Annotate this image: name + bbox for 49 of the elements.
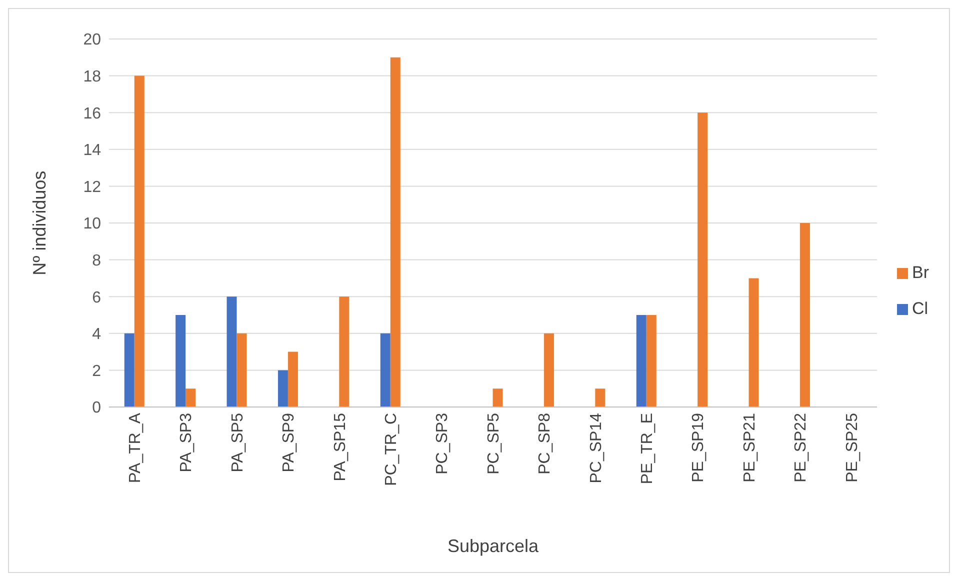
x-tick-label: PA_SP5 <box>229 412 246 472</box>
x-tick-label: PC_SP8 <box>536 412 554 474</box>
x-tick-label: PC_TR_C <box>382 413 400 486</box>
x-tick-label: PE_SP19 <box>690 412 708 482</box>
x-tick-label: PE_TR_E <box>638 413 656 484</box>
bar <box>646 315 656 407</box>
legend-label: Br <box>912 262 929 282</box>
x-tick-label: PA_SP3 <box>178 412 196 472</box>
bar <box>288 352 298 407</box>
bar <box>636 315 646 407</box>
y-tick-label: 20 <box>83 32 102 49</box>
bar <box>698 112 708 407</box>
x-tick-label: PA_SP9 <box>280 412 298 472</box>
y-tick-label: 18 <box>83 68 102 86</box>
bar <box>595 388 606 407</box>
bar <box>124 333 134 407</box>
bar <box>134 76 144 407</box>
y-axis-title: Nº individuos <box>29 170 50 276</box>
x-axis-title: Subparcela <box>447 536 540 556</box>
bar <box>186 388 196 407</box>
bar <box>492 388 503 407</box>
x-tick-label: PC_SP14 <box>588 412 605 484</box>
bar <box>390 57 400 407</box>
x-tick-label: PE_SP25 <box>844 412 861 482</box>
y-tick-label: 8 <box>92 252 102 270</box>
x-tick-label: PA_TR_A <box>126 412 144 483</box>
y-tick-label: 16 <box>83 105 102 122</box>
x-tick-label: PE_SP21 <box>741 412 758 482</box>
bar <box>236 333 247 407</box>
y-tick-label: 0 <box>92 400 102 417</box>
x-tick-label: PA_SP15 <box>332 412 349 482</box>
x-tick-label: PC_SP3 <box>434 412 452 474</box>
bar <box>800 223 810 407</box>
y-tick-label: 6 <box>92 289 102 306</box>
bar <box>339 296 350 407</box>
bar <box>226 296 237 407</box>
bar <box>748 278 759 407</box>
x-tick-label: PC_SP5 <box>485 412 502 474</box>
bar <box>544 333 554 407</box>
y-tick-label: 12 <box>83 178 102 196</box>
legend-label: Cl <box>912 298 928 318</box>
bar <box>278 370 288 407</box>
y-tick-label: 10 <box>83 216 102 233</box>
bar <box>176 315 186 407</box>
bar <box>380 333 390 407</box>
y-tick-label: 14 <box>83 142 102 160</box>
y-tick-label: 2 <box>92 362 102 380</box>
x-tick-label: PE_SP22 <box>792 412 810 482</box>
y-tick-label: 4 <box>92 326 102 344</box>
